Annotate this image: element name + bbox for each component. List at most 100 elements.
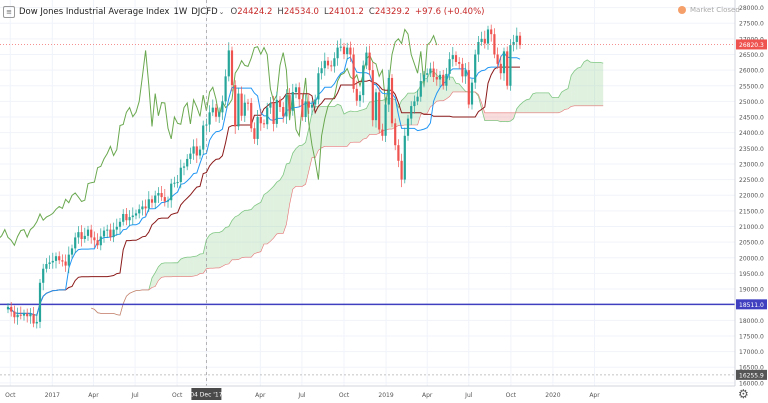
candle-body[interactable] <box>67 254 70 266</box>
candle-body[interactable] <box>186 158 189 167</box>
candle-body[interactable] <box>432 68 435 77</box>
candle-body[interactable] <box>32 314 35 324</box>
candle-body[interactable] <box>211 107 214 113</box>
candle-body[interactable] <box>86 229 90 236</box>
candle-body[interactable] <box>205 124 208 126</box>
candle-body[interactable] <box>403 135 406 180</box>
candle-body[interactable] <box>298 87 301 100</box>
candle-body[interactable] <box>99 236 102 246</box>
candle-body[interactable] <box>246 102 250 104</box>
candle-body[interactable] <box>112 229 115 238</box>
candle-body[interactable] <box>202 125 205 150</box>
candle-body[interactable] <box>381 129 384 136</box>
candle-body[interactable] <box>141 206 144 210</box>
candle-body[interactable] <box>291 92 294 111</box>
candle-body[interactable] <box>301 99 304 118</box>
candle-body[interactable] <box>323 60 326 69</box>
candle-body[interactable] <box>464 70 467 77</box>
candle-body[interactable] <box>477 41 480 55</box>
candle-body[interactable] <box>342 46 346 55</box>
candle-body[interactable] <box>51 260 54 263</box>
candle-body[interactable] <box>192 146 195 154</box>
candle-body[interactable] <box>176 182 179 184</box>
candle-body[interactable] <box>160 193 163 198</box>
candle-body[interactable] <box>262 123 266 125</box>
candle-body[interactable] <box>278 99 282 108</box>
candle-body[interactable] <box>317 73 320 100</box>
candle-body[interactable] <box>486 29 490 44</box>
candle-body[interactable] <box>243 102 246 116</box>
candle-body[interactable] <box>445 73 448 86</box>
candle-body[interactable] <box>378 92 381 130</box>
candle-body[interactable] <box>272 102 275 124</box>
candle-body[interactable] <box>90 229 93 238</box>
candle-body[interactable] <box>35 321 38 324</box>
candle-body[interactable] <box>448 59 451 74</box>
candle-body[interactable] <box>438 74 442 80</box>
chevron-down-icon[interactable]: ⌄ <box>218 8 225 16</box>
candle-body[interactable] <box>483 38 486 44</box>
candle-body[interactable] <box>13 311 16 318</box>
source-label[interactable]: DJCFD <box>191 7 218 17</box>
candle-body[interactable] <box>154 195 157 203</box>
candle-body[interactable] <box>230 50 234 86</box>
candle-body[interactable] <box>61 260 64 262</box>
candle-body[interactable] <box>26 313 29 317</box>
candle-body[interactable] <box>6 306 10 310</box>
candle-body[interactable] <box>509 45 512 86</box>
instrument-title[interactable]: Dow Jones Industrial Average Index <box>19 7 170 17</box>
candle-body[interactable] <box>42 268 45 283</box>
candle-body[interactable] <box>45 264 48 269</box>
candle-body[interactable] <box>416 96 419 102</box>
candle-body[interactable] <box>77 232 80 238</box>
candle-body[interactable] <box>131 215 134 218</box>
candle-body[interactable] <box>115 226 118 230</box>
candle-body[interactable] <box>38 282 42 322</box>
candle-body[interactable] <box>163 197 166 202</box>
candle-body[interactable] <box>227 50 230 77</box>
candle-body[interactable] <box>74 237 77 249</box>
candle-body[interactable] <box>474 54 477 83</box>
candle-body[interactable] <box>80 232 83 240</box>
candle-body[interactable] <box>336 47 339 59</box>
candle-body[interactable] <box>518 35 522 46</box>
candle-body[interactable] <box>397 145 400 161</box>
candle-body[interactable] <box>269 102 272 108</box>
candle-body[interactable] <box>400 160 403 180</box>
candle-body[interactable] <box>109 229 112 238</box>
candle-body[interactable] <box>470 82 474 105</box>
candle-body[interactable] <box>352 54 355 89</box>
candle-body[interactable] <box>122 213 125 222</box>
candle-body[interactable] <box>358 95 362 101</box>
candle-body[interactable] <box>250 102 253 129</box>
candle-body[interactable] <box>512 41 515 46</box>
candle-body[interactable] <box>150 199 154 203</box>
candle-body[interactable] <box>368 52 371 71</box>
candle-body[interactable] <box>234 85 237 127</box>
candle-body[interactable] <box>384 104 387 136</box>
candle-body[interactable] <box>480 38 483 42</box>
candle-body[interactable] <box>282 107 285 117</box>
candle-body[interactable] <box>134 213 138 216</box>
candle-body[interactable] <box>93 237 96 241</box>
candle-body[interactable] <box>294 87 298 93</box>
candle-body[interactable] <box>426 73 429 75</box>
candle-body[interactable] <box>195 146 198 156</box>
candle-body[interactable] <box>339 46 342 48</box>
candle-body[interactable] <box>259 117 262 124</box>
candle-body[interactable] <box>166 200 170 202</box>
candle-body[interactable] <box>394 123 397 146</box>
candle-body[interactable] <box>362 65 365 96</box>
candle-body[interactable] <box>218 112 221 117</box>
candle-body[interactable] <box>490 29 493 35</box>
candle-body[interactable] <box>29 314 32 317</box>
candle-body[interactable] <box>102 230 106 237</box>
candle-body[interactable] <box>83 235 86 240</box>
candle-body[interactable] <box>198 149 202 156</box>
candle-body[interactable] <box>413 101 416 107</box>
candle-body[interactable] <box>374 92 378 121</box>
candle-body[interactable] <box>275 99 278 124</box>
candle-body[interactable] <box>106 229 109 231</box>
candle-body[interactable] <box>442 74 445 86</box>
candle-body[interactable] <box>506 51 509 86</box>
